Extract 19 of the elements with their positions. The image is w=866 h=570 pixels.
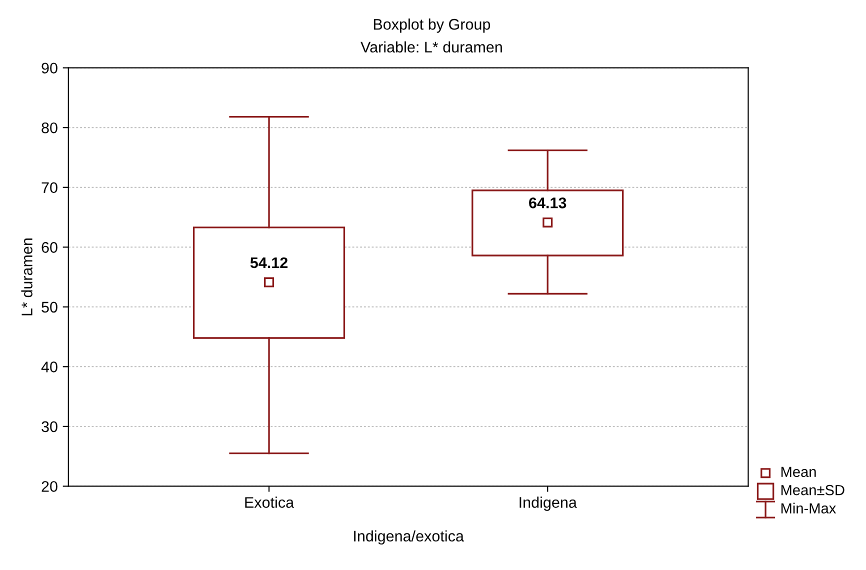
x-axis-title: Indigena/exotica	[354, 530, 464, 545]
chart-subtitle: Variable: L* duramen	[360, 41, 502, 53]
y-tick-label: 80	[42, 122, 58, 134]
text: Mean±SD	[781, 484, 844, 496]
annotation: 54.12	[250, 257, 288, 268]
text: Min-Max	[781, 502, 836, 514]
y-tick-label: 70	[42, 182, 58, 194]
y-tick-label: 30	[42, 421, 58, 432]
x-tick-label: Exotica	[245, 496, 294, 508]
text: Mean	[781, 466, 816, 478]
annotation: 64.13	[529, 198, 566, 208]
x-tick-label: Indigena	[520, 496, 577, 511]
y-axis-title: L* duramen	[21, 238, 32, 316]
chart-title: Boxplot by Group	[374, 18, 490, 33]
y-tick-label: 50	[42, 302, 58, 313]
y-tick-label: 40	[41, 362, 58, 372]
y-tick-label: 60	[42, 242, 58, 253]
y-tick-label: 90	[42, 62, 58, 74]
y-tick-label: 20	[42, 481, 58, 492]
